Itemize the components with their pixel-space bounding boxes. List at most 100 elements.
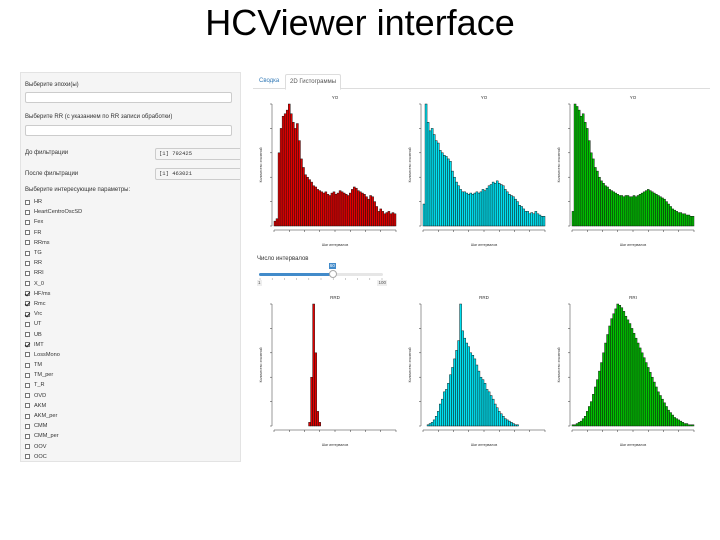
checkbox[interactable] [25,372,30,378]
histogram-bar [369,195,372,227]
histogram-bar [514,424,517,427]
checkbox[interactable] [25,332,30,338]
param-checkbox-item[interactable]: T_R [25,380,225,390]
histogram-bar [626,319,630,427]
checkbox[interactable] [25,382,30,388]
checkbox[interactable] [25,209,30,215]
histogram-bar [292,122,295,227]
histogram-bar [489,395,493,427]
checkbox[interactable] [25,311,30,317]
histogram-bar [469,352,473,427]
param-checkbox-item[interactable]: CMM_per [25,431,225,441]
histogram-bar [512,196,515,227]
histogram-bar [318,190,321,227]
checkbox[interactable] [25,240,30,246]
slider-track[interactable]: 1 60 100 [257,263,387,286]
histogram-bar [385,212,389,227]
param-checkbox-item[interactable]: AKM [25,401,225,411]
param-label: UT [34,321,42,328]
checkbox[interactable] [25,321,30,327]
param-checkbox-item[interactable]: CMM [25,421,225,431]
param-label: Fex [34,219,44,226]
param-checkbox-item[interactable]: X_0 [25,279,225,289]
checkbox[interactable] [25,454,30,460]
histogram-bar [275,218,279,227]
histogram-bar [300,158,303,227]
param-checkbox-item[interactable]: UB [25,329,225,339]
checkbox[interactable] [25,260,30,266]
y-axis-label: Количество значений [259,148,263,183]
param-checkbox-item[interactable]: FR [25,228,225,238]
histogram-bar [377,211,380,227]
checkbox[interactable] [25,433,30,439]
checkbox[interactable] [25,291,30,297]
checkbox[interactable] [25,250,30,256]
param-checkbox-item[interactable]: Rmc [25,299,225,309]
param-checkbox-item[interactable]: TM_per [25,370,225,380]
histogram-bar [642,357,646,427]
checkbox[interactable] [25,301,30,307]
checkbox[interactable] [25,230,30,236]
histogram-bar [685,423,689,427]
checkbox[interactable] [25,393,30,399]
checkbox[interactable] [25,270,30,276]
param-checkbox-item[interactable]: HeartCentroOscSD [25,207,225,217]
checkbox[interactable] [25,413,30,419]
histogram-bar [636,195,640,227]
param-checkbox-item[interactable]: AKM_per [25,411,225,421]
param-checkbox-item[interactable]: Vrc [25,309,225,319]
histogram-bar [644,362,648,427]
checkbox[interactable] [25,199,30,205]
param-checkbox-item[interactable]: HF/ms [25,289,225,299]
histogram-bar [514,198,517,227]
rr-input[interactable] [25,125,232,136]
tab-summary[interactable]: Сводка [259,78,280,84]
param-checkbox-item[interactable]: Fex [25,217,225,227]
param-checkbox-item[interactable]: UT [25,319,225,329]
param-checkbox-item[interactable]: OOV [25,442,225,452]
param-checkbox-item[interactable]: OOC [25,452,225,461]
histogram-bar [330,192,334,227]
param-checkbox-item[interactable]: RRI [25,268,225,278]
param-label: CMM [34,423,48,430]
histogram-bar [640,352,644,427]
checkbox[interactable] [25,444,30,450]
histogram-bar [651,191,654,227]
histogram-bar [665,406,668,427]
checkbox[interactable] [25,352,30,358]
param-checkbox-item[interactable]: IMT [25,340,225,350]
events-input[interactable] [25,92,232,103]
main-panel: Сводка 2D Гистограммы YO Количество значе… [253,72,710,464]
param-checkbox-item[interactable]: HR [25,197,225,207]
param-checkbox-item[interactable]: TM [25,360,225,370]
histogram-bar [318,422,321,427]
checkbox[interactable] [25,219,30,225]
param-label: RRms [34,239,50,246]
param-checkbox-item[interactable]: LossMono [25,350,225,360]
histogram-bar [389,213,393,227]
checkbox[interactable] [25,362,30,368]
histogram-bar [530,212,534,227]
checkbox[interactable] [25,403,30,409]
param-checkbox-item[interactable]: TG [25,248,225,258]
histogram-bar [447,158,450,227]
param-label: TM [34,362,43,369]
histogram-svg: RRD Количество значений Шаг интервалов [259,295,397,447]
slider-handle[interactable] [328,270,337,278]
histogram-bar [581,418,585,427]
param-checkbox-item[interactable]: OVD [25,391,225,401]
histogram-bar [463,337,466,427]
histogram-bar [612,313,615,427]
checkbox[interactable] [25,342,30,348]
histogram-bar [524,211,527,227]
checkbox[interactable] [25,423,30,429]
histogram-bar [298,140,301,227]
param-checkbox-item[interactable]: RRms [25,238,225,248]
histogram-bar [479,376,483,427]
histogram-bar [314,352,317,427]
checkbox[interactable] [25,281,30,287]
param-checkbox-item[interactable]: RR [25,258,225,268]
histogram-bar [606,334,609,427]
histogram-bar [469,192,473,227]
tab-2d-histograms[interactable]: 2D Гистограммы [285,74,342,90]
